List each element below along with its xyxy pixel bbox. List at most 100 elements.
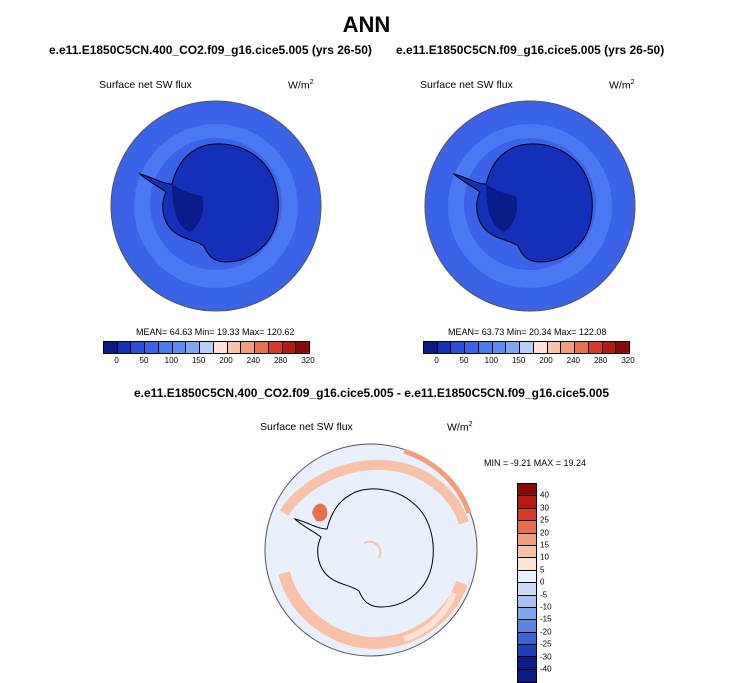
colorbar-tick-label: 30 [540,503,549,513]
diff-colorbar-ticks: 40 30 25 20 15 10 5 0 -5 -10 -15 -20 -25 -30 -40 [540,483,570,674]
left-panel-stats: MEAN= 64.63 Min= 19.33 Max= 120.62 [136,327,295,337]
colorbar-swatch [533,342,548,353]
colorbar-tick-label: 50 [459,356,469,365]
colorbar-swatch [255,342,269,353]
colorbar-tick-label: 150 [191,356,206,365]
diff-panel-variable-label: Surface net SW flux [260,421,353,433]
colorbar-swatch [227,342,242,353]
colorbar-tick-label: 240 [246,356,261,365]
colorbar-swatch [186,342,201,353]
diff-panel-units: W/m2 [447,421,473,434]
colorbar-swatch [492,342,507,353]
colorbar-tick-label: -10 [540,602,552,612]
colorbar-tick-label: 40 [540,490,549,500]
colorbar-swatch [518,570,536,584]
colorbar-tick-label: 0 [434,356,439,365]
colorbar-tick-label: -15 [540,614,552,624]
colorbar-swatch [616,342,630,353]
right-panel-variable-label: Surface net SW flux [420,79,513,91]
right-colorbar-ticks: 0 50 100 150 200 240 280 320 [423,356,634,368]
colorbar-tick-label: 100 [484,356,499,365]
colorbar-tick-label: -25 [540,639,552,649]
colorbar-swatch [296,342,310,353]
colorbar-swatch [518,669,536,683]
colorbar-tick-label: 50 [139,356,149,365]
colorbar-swatch [172,342,187,353]
diff-panel-case-title: e.e11.E1850C5CN.400_CO2.f09_g16.cice5.00… [134,386,610,400]
colorbar-tick-label: -5 [540,590,548,600]
left-panel-case-title: e.e11.E1850C5CN.400_CO2.f09_g16.cice5.00… [49,43,372,57]
colorbar-tick-label: -30 [540,652,552,662]
colorbar-swatch [518,545,536,559]
colorbar-swatch [518,620,536,633]
colorbar-swatch [241,342,256,353]
colorbar-swatch [518,583,536,596]
colorbar-tick-label: 320 [621,356,635,365]
right-polar-map [424,100,636,312]
colorbar-swatch [131,342,146,353]
colorbar-swatch [575,342,589,353]
right-panel-stats: MEAN= 63.73 Min= 20.34 Max= 122.08 [448,327,607,337]
colorbar-swatch [117,342,132,353]
colorbar-swatch [518,632,536,646]
colorbar-tick-label: 320 [301,356,315,365]
colorbar-swatch [478,342,493,353]
colorbar-swatch [518,508,536,522]
colorbar-tick-label: 200 [539,356,553,365]
colorbar-swatch [518,496,536,509]
colorbar-swatch [518,595,536,608]
colorbar-swatch [158,342,173,353]
colorbar-tick-label: 0 [114,356,119,365]
left-panel-units: W/m2 [288,79,314,92]
right-panel-case-title: e.e11.E1850C5CN.f09_g16.cice5.005 (yrs 2… [396,43,665,57]
colorbar-swatch [282,342,297,353]
colorbar-swatch [268,342,283,353]
colorbar-swatch [561,342,576,353]
colorbar-swatch [520,342,534,353]
left-antarctica-outline [138,143,279,263]
colorbar-swatch [602,342,617,353]
diff-panel-stats: MIN = -9.21 MAX = 19.24 [484,458,587,468]
right-antarctica-outline [452,143,593,263]
colorbar-tick-label: 15 [540,540,549,550]
colorbar-tick-label: 150 [511,356,526,365]
colorbar-swatch [424,342,438,353]
colorbar-swatch [437,342,452,353]
colorbar-swatch [518,533,536,546]
colorbar-tick-label: 200 [219,356,233,365]
colorbar-swatch [518,657,536,670]
colorbar-swatch [506,342,521,353]
colorbar-swatch [518,558,536,571]
colorbar-tick-label: 0 [540,577,545,587]
colorbar-tick-label: 25 [540,515,549,525]
colorbar-tick-label: 280 [593,356,608,365]
diff-antarctica-outline [293,488,434,608]
left-polar-map [110,100,322,312]
colorbar-tick-label: 100 [164,356,179,365]
colorbar-swatch [213,342,228,353]
colorbar-tick-label: 280 [273,356,288,365]
colorbar-tick-label: -40 [540,664,552,674]
colorbar-swatch [588,342,603,353]
right-panel-units: W/m2 [609,79,635,92]
colorbar-swatch [518,484,536,497]
colorbar-tick-label: -20 [540,627,552,637]
left-panel-variable-label: Surface net SW flux [99,79,192,91]
colorbar-tick-label: 240 [566,356,581,365]
colorbar-swatch [518,521,536,534]
colorbar-tick-label: 10 [540,552,549,562]
colorbar-tick-label: 5 [540,565,545,575]
colorbar-swatch [518,645,536,658]
colorbar-swatch [145,342,159,353]
left-colorbar-ticks: 0 50 100 150 200 240 280 320 [103,356,314,368]
colorbar-swatch [200,342,214,353]
diff-colorbar [517,483,537,683]
right-colorbar [423,341,630,354]
colorbar-swatch [451,342,466,353]
colorbar-tick-label: 20 [540,528,549,538]
left-colorbar [103,341,310,354]
colorbar-swatch [518,607,536,621]
diff-polar-map [264,443,478,657]
page-title: ANN [342,12,391,37]
colorbar-swatch [465,342,479,353]
